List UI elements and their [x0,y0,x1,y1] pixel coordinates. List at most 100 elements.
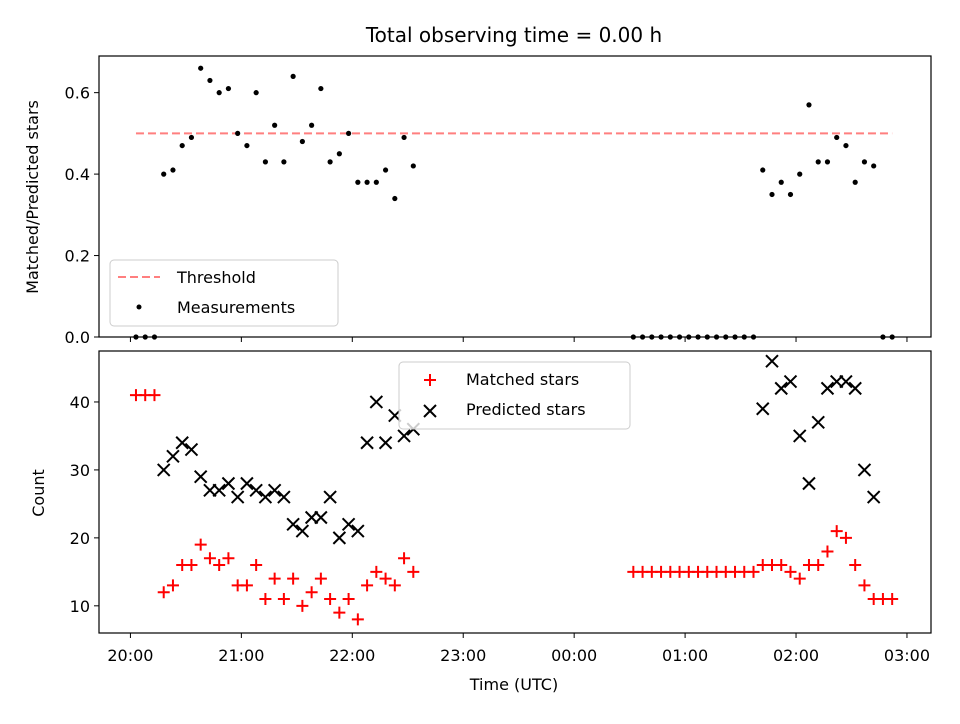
measurement-point [262,159,268,165]
predicted-star-point [212,483,226,498]
measurement-point [410,163,416,169]
predicted-star-point [332,531,347,545]
matched-star-point [185,559,198,572]
measurement-point [392,195,398,202]
predicted-star-point [839,374,853,389]
matched-star-point [812,559,825,572]
measurement-point [207,77,213,84]
x-tick-label: 22:00 [329,646,375,665]
matched-star-point [203,552,216,565]
matched-star-point [277,593,290,606]
measurement-point [318,85,324,92]
measurement-point [253,90,259,96]
matched-legend-label: Matched stars [466,370,579,389]
matched-star-point [849,559,862,572]
x-tick-label: 23:00 [440,646,486,665]
matched-legend-swatch [424,374,436,386]
measurement-point [382,167,389,173]
predicted-star-point [240,476,254,491]
measurement-point [797,171,803,177]
measurement-point [787,191,794,198]
matched-star-point [370,565,383,578]
measurement-point [281,159,287,165]
predicted-star-point [193,470,208,484]
top-plot-frame [98,55,932,338]
matched-star-point [259,593,272,606]
matched-star-point [784,565,797,578]
matched-star-point [194,538,207,551]
matched-star-point [793,572,806,585]
measurement-point [861,159,868,165]
measurement-point [843,142,849,149]
measurement-point [327,159,333,165]
threshold-legend-label: Threshold [176,268,256,287]
predicted-star-point [221,476,236,491]
top-legend: Threshold Measurements [109,259,339,327]
measurement-point [198,65,204,71]
predicted-star-point [277,490,291,504]
measurement-point [309,122,315,128]
predicted-star-point [314,510,328,525]
matched-star-point [398,552,411,565]
matched-star-point [166,579,179,592]
predicted-star-point [811,415,825,430]
predicted-star-point [267,483,282,498]
bottom-y-tick-label: 40 [70,393,90,412]
measurement-point [778,179,784,185]
measurement-point [824,159,831,165]
measurement-point [806,102,812,108]
measurement-point [235,130,241,136]
measurement-point [355,179,361,185]
predicted-star-point [166,449,180,464]
matched-star-point [839,531,852,544]
matched-star-point [886,593,899,606]
matched-star-point [296,599,309,612]
x-tick-label: 01:00 [662,646,708,665]
bottom-legend-box [398,361,631,430]
matched-star-point [351,613,364,626]
matched-star-point [148,389,161,402]
predicted-legend-swatch [423,404,437,418]
predicted-star-point [258,490,273,504]
matched-star-point [858,579,871,592]
predicted-star-point [360,436,374,450]
x-tick-label: 20:00 [107,646,153,665]
matched-star-point [361,579,374,592]
matched-star-point [314,572,327,585]
chart-title: Total observing time = 0.00 h [365,23,662,47]
top-y-axis-label: Matched/Predicted stars [23,100,42,294]
bottom-y-axis-label: Count [29,469,48,517]
matched-star-point [747,565,760,578]
measurement-point [272,122,278,128]
predicted-star-point [857,463,872,477]
matched-star-point [222,552,235,565]
matched-star-point [250,559,263,572]
measurements-legend-label: Measurements [177,298,295,317]
predicted-star-point [765,354,779,368]
measurement-point [336,151,342,157]
measurement-point [760,167,766,173]
x-tick-label: 03:00 [884,646,930,665]
bottom-y-tick-label: 10 [70,597,90,616]
measurements-legend-swatch [136,304,142,310]
matched-star-point [342,593,355,606]
matched-star-point [830,525,843,538]
predicted-star-point [397,429,411,443]
predicted-star-point [249,483,263,498]
bottom-legend: Matched stars Predicted stars [398,361,631,430]
measurement-point [769,191,775,198]
bottom-plot-frame [98,350,932,634]
predicted-star-point [848,381,862,396]
matched-star-point [305,586,318,599]
top-panel: 0.0 0.2 0.4 0.6 [65,55,932,347]
measurement-point [871,163,877,169]
matched-star-point [324,593,337,606]
measurement-point [299,138,305,145]
predicted-star-point [230,490,245,504]
measurement-point [346,130,352,136]
matched-star-point [287,572,300,585]
measurement-point [373,179,379,185]
measurement-point [188,134,195,141]
